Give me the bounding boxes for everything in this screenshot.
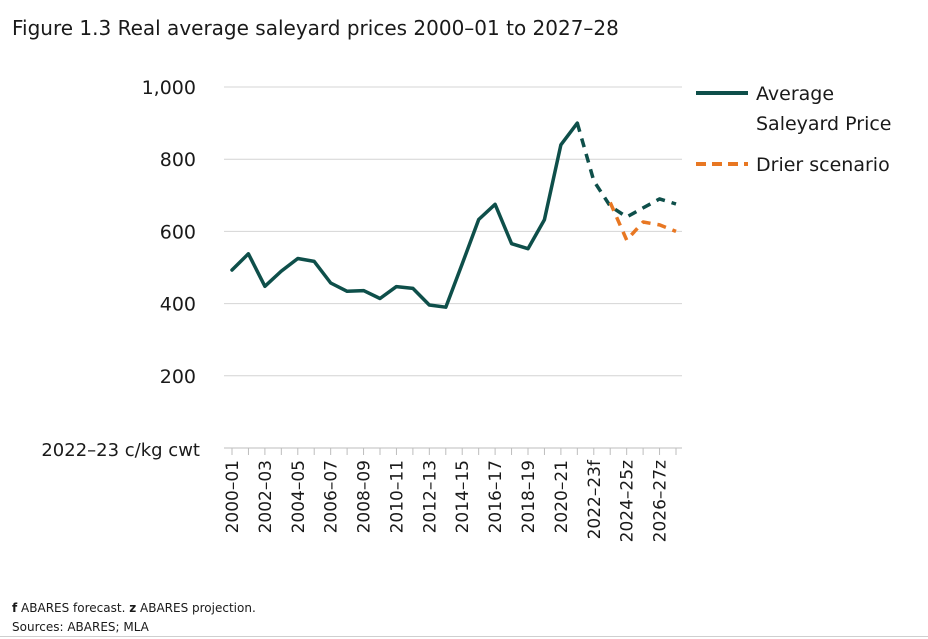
footnote-projection-key: z	[129, 601, 137, 615]
y-tick-label: 400	[160, 294, 196, 316]
series-lines	[230, 121, 677, 309]
x-tick-label: 2002–03	[256, 460, 276, 533]
y-tick-label: 600	[160, 221, 196, 243]
line-chart: 200 400 600 800 1,000 2022–23 c/kg cwt 2000–…	[41, 77, 892, 542]
x-tick-label: 2000–01	[223, 460, 243, 533]
bottom-divider	[0, 636, 928, 637]
x-tick-label: 2014–15	[453, 460, 473, 533]
footnote-sources: Sources: ABARES; MLA	[12, 620, 149, 634]
series-line-1-projected	[608, 201, 677, 242]
x-tick-label: 2020–21	[552, 460, 572, 533]
legend-label-0: Average	[756, 83, 834, 105]
x-tick-label: 2024–25z	[618, 460, 638, 542]
y-tick-label: 1,000	[142, 77, 196, 99]
legend-label-0: Saleyard Price	[756, 113, 892, 135]
x-tick-label: 2016–17	[486, 460, 506, 533]
y-axis-ticks: 200 400 600 800 1,000	[142, 77, 196, 388]
legend-label-1: Drier scenario	[756, 154, 890, 176]
x-axis: 2000–01 2002–03 2004–05 2006–07 2008–09 2010–…	[223, 447, 682, 542]
x-tick-label: 2022–23f	[585, 459, 605, 539]
footnote-projection-text: ABARES projection.	[136, 601, 256, 615]
x-tick-label: 2012–13	[420, 460, 440, 533]
x-tick-label: 2010–11	[387, 460, 407, 533]
chart-title: Figure 1.3 Real average saleyard prices …	[12, 16, 619, 40]
footnote-forecast-text: ABARES forecast.	[17, 601, 130, 615]
gridlines	[224, 86, 682, 377]
series-line-0-projected	[575, 122, 677, 219]
x-tick-label: 2026–27z	[651, 460, 671, 542]
footnote-forecast: f ABARES forecast. z ABARES projection.	[12, 601, 256, 615]
footnote-forecast-key: f	[12, 601, 18, 615]
legend: Average Saleyard Price Drier scenario	[696, 83, 892, 176]
x-tick-label: 2008–09	[355, 460, 375, 533]
x-tick-label: 2004–05	[289, 460, 309, 533]
y-tick-label: 800	[160, 149, 196, 171]
x-tick-label: 2006–07	[322, 460, 342, 533]
y-axis-label: 2022–23 c/kg cwt	[41, 440, 200, 461]
y-tick-label: 200	[160, 366, 196, 388]
x-tick-label: 2018–19	[519, 460, 539, 533]
series-line-0-actual	[230, 121, 580, 309]
